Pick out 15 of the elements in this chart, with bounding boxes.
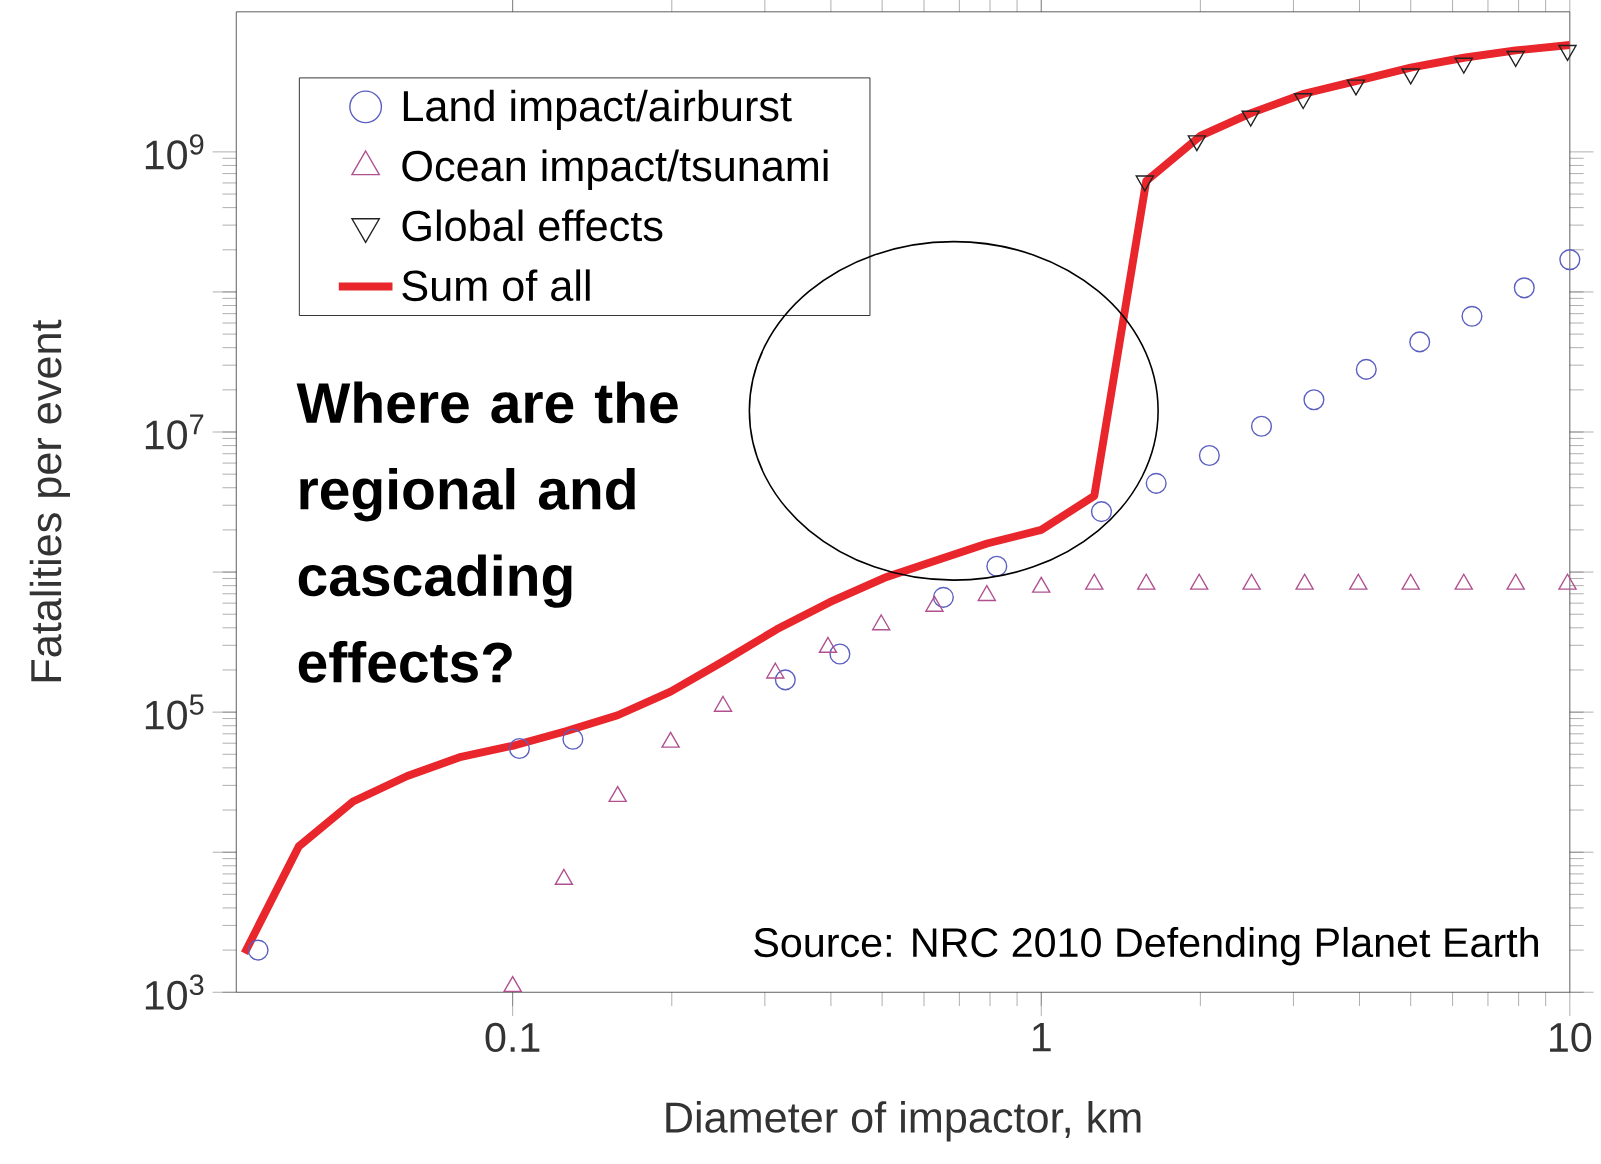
y-tick-label: 10$^{5}$ [145, 694, 204, 730]
x-tick-label: 0.1 [485, 1022, 540, 1053]
y-tick-label: 10$^{3}$ [145, 974, 204, 1010]
legend-label: Global effects [402, 209, 663, 242]
x-tick-label: 1 [1032, 1022, 1051, 1052]
y-tick-label: 10$^{9}$ [145, 134, 204, 170]
x-axis-title: Diameter of impactor, km [666, 1101, 1141, 1142]
y-axis-title: Fatalities per event [29, 319, 71, 682]
annotation: Where are the regional and cascading effects? [296, 381, 678, 683]
legend-label: Land impact/airburst [403, 89, 792, 131]
legend-label: Ocean impact/tsunami [402, 149, 828, 190]
annotation: Source: NRC 2010 Defending Planet Earth [754, 926, 1538, 966]
y-tick-label: 10$^{7}$ [145, 414, 204, 450]
legend-label: Sum of all [402, 269, 590, 302]
x-tick-label: 10 [1550, 1022, 1592, 1053]
